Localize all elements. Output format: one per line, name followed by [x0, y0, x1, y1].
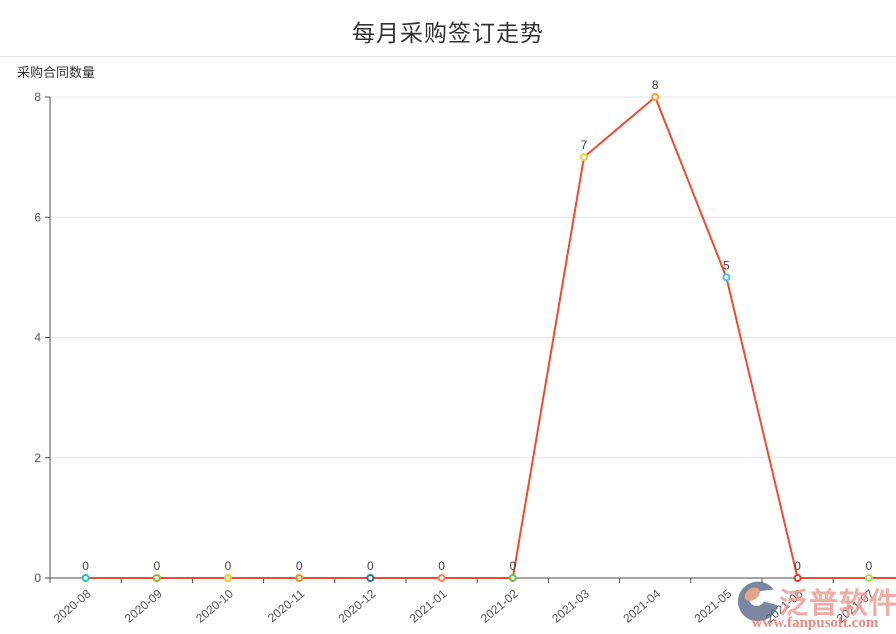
x-tick-label: 2021-04 — [620, 586, 663, 625]
data-point-2021-01[interactable] — [437, 574, 446, 582]
x-tick-label: 2020-12 — [336, 586, 379, 625]
x-tick-label: 2020-11 — [265, 586, 307, 625]
x-tick-label: 2021-05 — [692, 586, 735, 625]
x-tick-label: 2020-08 — [51, 586, 94, 625]
x-tick-label: 2021-01 — [407, 586, 450, 625]
data-point-2021-04[interactable] — [651, 93, 660, 101]
fanpu-logo-icon — [738, 581, 778, 622]
value-label: 0 — [367, 559, 374, 573]
watermark-brand: 泛普软件 — [779, 588, 896, 620]
data-point-2021-06[interactable] — [793, 574, 802, 582]
header-divider — [0, 56, 896, 57]
value-label: 8 — [652, 78, 659, 92]
value-label: 0 — [153, 559, 160, 573]
y-tick-label: 4 — [34, 331, 41, 345]
value-label: 0 — [82, 559, 89, 573]
chart-title: 每月采购签订走势 — [352, 20, 544, 46]
y-tick-label: 2 — [34, 451, 41, 465]
value-label: 7 — [581, 138, 588, 152]
data-point-2021-03[interactable] — [580, 153, 588, 162]
value-label: 0 — [509, 559, 516, 573]
value-label: 0 — [438, 559, 445, 573]
data-point-2020-10[interactable] — [224, 574, 232, 582]
data-point-2021-07[interactable] — [864, 574, 873, 582]
data-point-2020-09[interactable] — [152, 574, 161, 582]
y-tick-label: 0 — [34, 571, 41, 585]
value-label: 5 — [723, 258, 730, 272]
x-tick-label: 2020-10 — [193, 586, 236, 625]
watermark: 泛普软件 www.fanpusoft.com — [734, 578, 896, 632]
value-label: 0 — [225, 559, 232, 573]
y-axis-name: 采购合同数量 — [17, 65, 96, 80]
data-point-2020-08[interactable] — [81, 574, 90, 582]
value-label: 0 — [296, 559, 303, 573]
x-tick-label: 2020-09 — [122, 586, 165, 625]
data-point-2021-05[interactable] — [722, 273, 731, 282]
data-point-2021-02[interactable] — [508, 574, 517, 582]
value-label: 0 — [794, 559, 801, 573]
x-tick-label: 2021-02 — [478, 586, 521, 625]
x-tick-label: 2021-03 — [549, 586, 592, 625]
watermark-row: 泛普软件 — [734, 578, 896, 624]
value-label: 0 — [865, 559, 872, 573]
data-point-2020-12[interactable] — [366, 574, 375, 582]
y-tick-label: 6 — [34, 210, 41, 224]
watermark-url: www.fanpusoft.com — [751, 615, 879, 631]
data-point-2020-11[interactable] — [295, 574, 304, 582]
y-tick-label: 8 — [34, 90, 41, 104]
